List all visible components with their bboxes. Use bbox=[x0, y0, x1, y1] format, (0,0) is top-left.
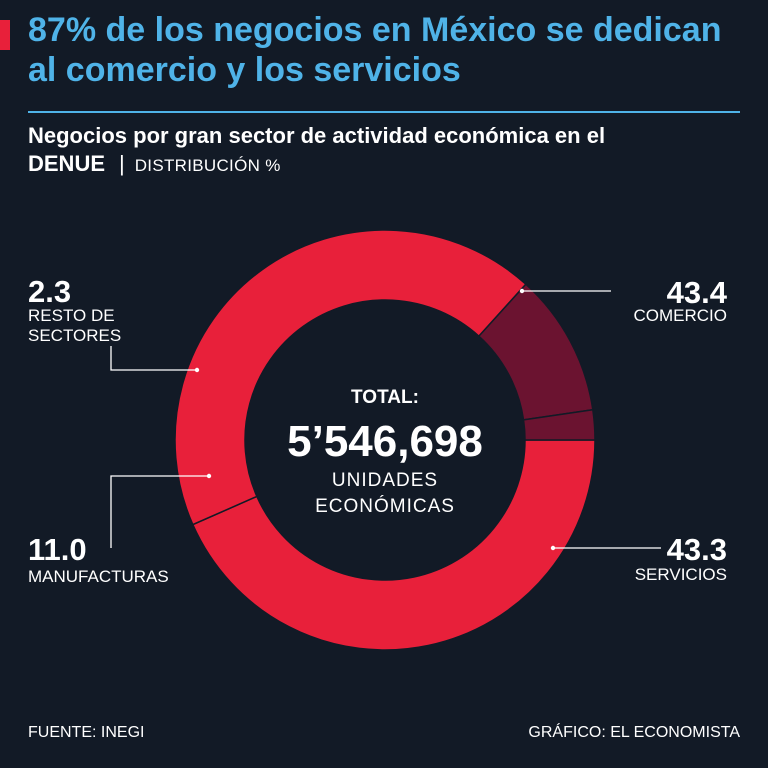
accent-bar bbox=[0, 20, 10, 50]
value-resto: 2.3 bbox=[28, 274, 71, 309]
credit-note: GRÁFICO: EL ECONOMISTA bbox=[528, 724, 740, 741]
label-servicios: SERVICIOS bbox=[635, 565, 727, 584]
value-servicios: 43.3 bbox=[667, 532, 727, 567]
subtitle-text: Negocios por gran sector de actividad ec… bbox=[28, 123, 606, 148]
value-manufacturas: 11.0 bbox=[28, 532, 87, 567]
title-divider bbox=[28, 111, 740, 113]
subtitle-unit: DISTRIBUCIÓN % bbox=[134, 156, 281, 175]
slice-comercio bbox=[191, 439, 596, 651]
slice-resto bbox=[522, 408, 596, 441]
page-title: 87% de los negocios en México se dedican… bbox=[28, 11, 722, 89]
leader-resto bbox=[110, 346, 197, 371]
chart-subtitle: Negocios por gran sector de actividad ec… bbox=[28, 122, 748, 180]
total-label: TOTAL: bbox=[351, 387, 419, 408]
total-value: 5’546,698 bbox=[287, 417, 483, 466]
label-manufacturas: MANUFACTURAS bbox=[28, 567, 169, 586]
leader-lines bbox=[110, 288, 661, 551]
total-unit-line-1: UNIDADES bbox=[332, 470, 438, 491]
leader-comercio-dot bbox=[519, 288, 525, 294]
subtitle-denue: DENUE bbox=[28, 151, 106, 176]
subtitle-separator: | bbox=[119, 151, 125, 176]
label-resto-line-2: SECTORES bbox=[28, 326, 121, 345]
donut-slices bbox=[174, 229, 596, 651]
total-unit-line-2: ECONÓMICAS bbox=[315, 495, 455, 517]
leader-servicios-dot bbox=[550, 545, 556, 551]
source-note: FUENTE: INEGI bbox=[28, 724, 145, 741]
leader-manufacturas-dot bbox=[206, 473, 212, 479]
value-comercio: 43.4 bbox=[667, 275, 728, 310]
label-resto-line-1: RESTO DE bbox=[28, 306, 115, 325]
leader-resto-dot bbox=[194, 367, 200, 373]
slice-servicios bbox=[174, 229, 527, 526]
label-comercio: COMERCIO bbox=[634, 306, 728, 325]
leader-manufacturas bbox=[110, 475, 209, 548]
